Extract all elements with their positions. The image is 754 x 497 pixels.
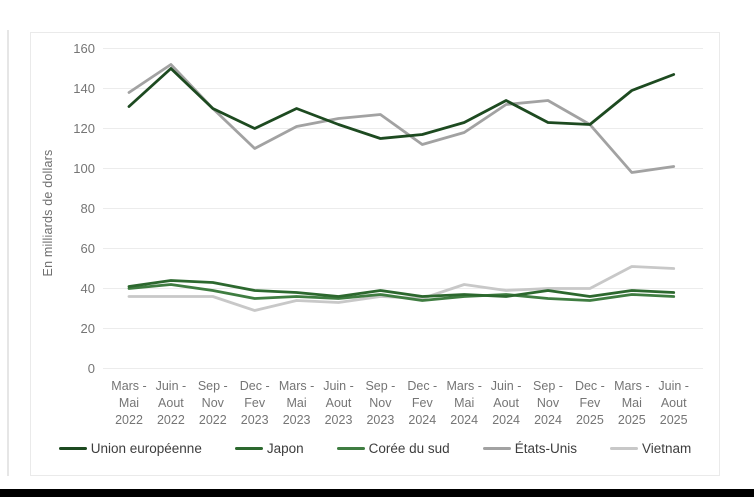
- x-tick-label: Juin - Aout 2022: [155, 379, 187, 427]
- x-tick-label: Mars - Mai 2023: [278, 379, 315, 427]
- y-tick-label: 140: [73, 80, 95, 96]
- x-tick-label: Dec - Fev 2023: [239, 379, 270, 427]
- y-tick-label: 0: [87, 360, 95, 376]
- y-tick-label: 60: [80, 240, 95, 256]
- x-tick-label: Sep - Nov 2024: [533, 379, 563, 427]
- series-line-3: [127, 63, 676, 174]
- legend-item: Corée du sud: [336, 441, 450, 456]
- legend-label: Corée du sud: [368, 441, 450, 456]
- legend-item: États-Unis: [482, 441, 577, 456]
- legend-label: États-Unis: [514, 441, 577, 456]
- bottom-black-bar: [0, 489, 754, 497]
- x-tick-label: Sep - Nov 2023: [365, 379, 396, 427]
- legend-item: Union européenne: [58, 441, 202, 456]
- legend-line-swatch: [58, 447, 87, 450]
- x-tick-label: Dec - Fev 2025: [574, 379, 605, 427]
- series-line-2: [127, 283, 676, 302]
- legend-line-swatch: [482, 447, 511, 450]
- chart-card: En milliards de dollars 0 20 40 60 80 100 120 1…: [30, 32, 720, 476]
- x-tick-label: Juin - Aout 2023: [323, 379, 354, 427]
- legend-label: Vietnam: [641, 441, 692, 456]
- x-tick-label: Mars - Mai 2025: [614, 379, 650, 427]
- x-tick-label: Dec - Fev 2024: [407, 379, 438, 427]
- series-line-1: [127, 279, 676, 298]
- y-tick-label: 40: [80, 280, 95, 296]
- x-tick-label: Mars - Mai 2022: [111, 379, 147, 427]
- y-tick-label: 120: [73, 120, 95, 136]
- y-tick-label: 80: [80, 200, 95, 216]
- legend-line-swatch: [609, 447, 638, 450]
- legend-label: Japon: [266, 441, 304, 456]
- legend-line-swatch: [234, 447, 263, 450]
- legend-label: Union européenne: [90, 441, 202, 456]
- legend-item: Japon: [234, 441, 304, 456]
- x-tick-label: Mars - Mai 2024: [446, 379, 482, 427]
- left-edge-divider: [7, 30, 9, 476]
- legend-line-swatch: [336, 447, 365, 450]
- series-line-0: [127, 67, 676, 140]
- x-tick-label: Juin - Aout 2025: [658, 379, 689, 427]
- x-tick-label: Juin - Aout 2024: [490, 379, 522, 427]
- x-tick-label: Sep - Nov 2022: [197, 379, 228, 427]
- y-tick-label: 100: [73, 160, 95, 176]
- line-chart-plot: [103, 48, 703, 369]
- y-tick-label: 20: [80, 320, 95, 336]
- chart-legend: Union européenne Japon Corée du sud États-U…: [31, 441, 719, 456]
- y-tick-label: 160: [73, 40, 95, 56]
- legend-item: Vietnam: [609, 441, 692, 456]
